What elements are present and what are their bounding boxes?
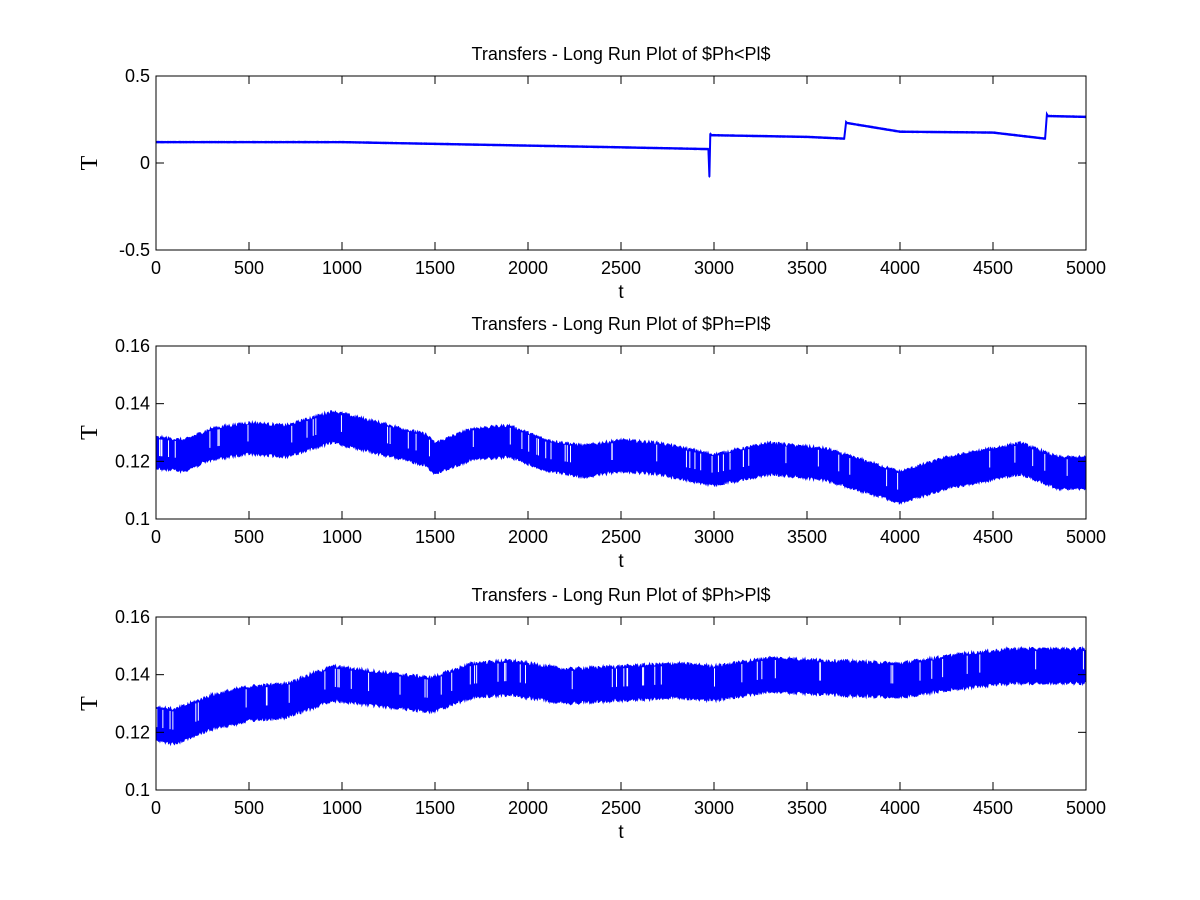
- series-2-1-band: [155, 410, 1087, 505]
- chart-title: Transfers - Long Run Plot of $Ph>Pl$: [472, 585, 771, 605]
- y-tick-label: 0.14: [115, 665, 150, 685]
- x-tick-label: 3500: [787, 527, 827, 547]
- y-tick-label: 0.16: [115, 607, 150, 627]
- x-tick-label: 2000: [508, 258, 548, 278]
- x-tick-label: 5000: [1066, 798, 1106, 818]
- x-tick-label: 3000: [694, 258, 734, 278]
- x-tick-label: 3500: [787, 798, 827, 818]
- y-axis-label: T: [77, 696, 103, 711]
- subplot-3: 0 500 1000 1500 2000 2500 3000 3500 4000 4500 5000…: [77, 585, 1106, 843]
- x-tick-label: 1500: [415, 798, 455, 818]
- x-tick-label: 1000: [322, 798, 362, 818]
- x-tick-label: 2000: [508, 798, 548, 818]
- x-tick-label: 4500: [973, 798, 1013, 818]
- x-tick-label: 1000: [322, 258, 362, 278]
- x-tick-label: 0: [151, 798, 161, 818]
- subplot-1: 0 500 1000 1500 2000 2500 3000 3500 4000 4500 5000…: [77, 44, 1106, 303]
- x-axis-label: t: [618, 551, 624, 572]
- x-tick-label: 500: [234, 798, 264, 818]
- y-tick-label: -0.5: [119, 240, 150, 260]
- y-tick-label: 0.14: [115, 394, 150, 414]
- x-tick-label: 2000: [508, 527, 548, 547]
- x-tick-label: 4000: [880, 798, 920, 818]
- series-3-1-line: [155, 665, 1086, 728]
- x-tick-label: 2500: [601, 258, 641, 278]
- x-tick-label: 0: [151, 258, 161, 278]
- x-tick-label: 1500: [415, 258, 455, 278]
- x-tick-label: 4000: [880, 258, 920, 278]
- x-tick-label: 1000: [322, 527, 362, 547]
- y-tick-label: 0.1: [125, 509, 150, 529]
- y-tick-label: 0.12: [115, 722, 150, 742]
- y-tick-label: 0.5: [125, 66, 150, 86]
- x-tick-label: 3000: [694, 527, 734, 547]
- x-tick-label: 4000: [880, 527, 920, 547]
- x-tick-label: 2500: [601, 798, 641, 818]
- x-axis-label: t: [618, 822, 624, 843]
- x-tick-label: 5000: [1066, 527, 1106, 547]
- x-tick-label: 500: [234, 527, 264, 547]
- x-tick-label: 4500: [973, 258, 1013, 278]
- series-3-1-band: [155, 645, 1087, 747]
- x-tick-label: 500: [234, 258, 264, 278]
- x-tick-label: 5000: [1066, 258, 1106, 278]
- y-tick-label: 0: [140, 153, 150, 173]
- y-tick-label: 0.1: [125, 780, 150, 800]
- x-tick-label: 1500: [415, 527, 455, 547]
- chart-title: Transfers - Long Run Plot of $Ph=Pl$: [472, 314, 771, 334]
- x-tick-label: 3500: [787, 258, 827, 278]
- x-tick-label: 0: [151, 527, 161, 547]
- x-axis-label: t: [618, 282, 624, 303]
- series-1-1-band: [155, 113, 1087, 178]
- y-axis-label: T: [77, 425, 103, 440]
- series-1-1-line: [156, 111, 1087, 177]
- x-tick-label: 4500: [973, 527, 1013, 547]
- axes-box: [155, 75, 1087, 251]
- y-tick-label: 0.12: [115, 451, 150, 471]
- y-tick-label: 0.16: [115, 336, 150, 356]
- x-tick-label: 3000: [694, 798, 734, 818]
- x-tick-label: 2500: [601, 527, 641, 547]
- y-axis-label: T: [77, 155, 103, 170]
- chart-title: Transfers - Long Run Plot of $Ph<Pl$: [472, 44, 771, 64]
- subplot-2: 0 500 1000 1500 2000 2500 3000 3500 4000 4500 5000…: [77, 314, 1106, 572]
